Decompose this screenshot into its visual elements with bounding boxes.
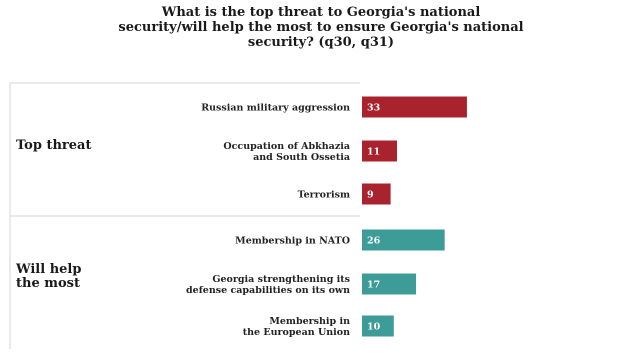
category-label: Occupation of Abkhazia and South Ossetia [223,141,350,163]
category-label: Membership in NATO [235,236,350,247]
group-label: Top threat [16,138,91,153]
category-label: Russian military aggression [201,103,350,114]
chart-title: What is the top threat to Georgia's nati… [118,5,524,50]
bar [362,140,397,162]
value-labels: 33 11 9 26 17 10 [367,103,381,333]
value-label: 17 [367,280,380,291]
value-label: 10 [367,322,381,333]
category-label: Terrorism [298,190,350,201]
bar [362,183,391,205]
value-label: 9 [367,190,374,201]
group-label: Will help the most [15,262,81,291]
bar [362,315,394,337]
bar [362,96,467,118]
bars [362,96,467,337]
category-label: Georgia strengthening its defense capabil… [186,274,350,296]
bar [362,229,445,251]
value-label: 11 [367,147,380,158]
value-label: 26 [367,236,381,247]
group-panel-border [9,215,360,349]
group-panels [9,82,360,349]
value-label: 33 [367,103,380,114]
category-label: Membership in the European Union [243,316,350,338]
group-labels: Top threat Will help the most [15,138,91,291]
category-labels: Russian military aggression Occupation of… [186,103,350,339]
group-panel-border [9,82,360,216]
bar [362,273,417,295]
